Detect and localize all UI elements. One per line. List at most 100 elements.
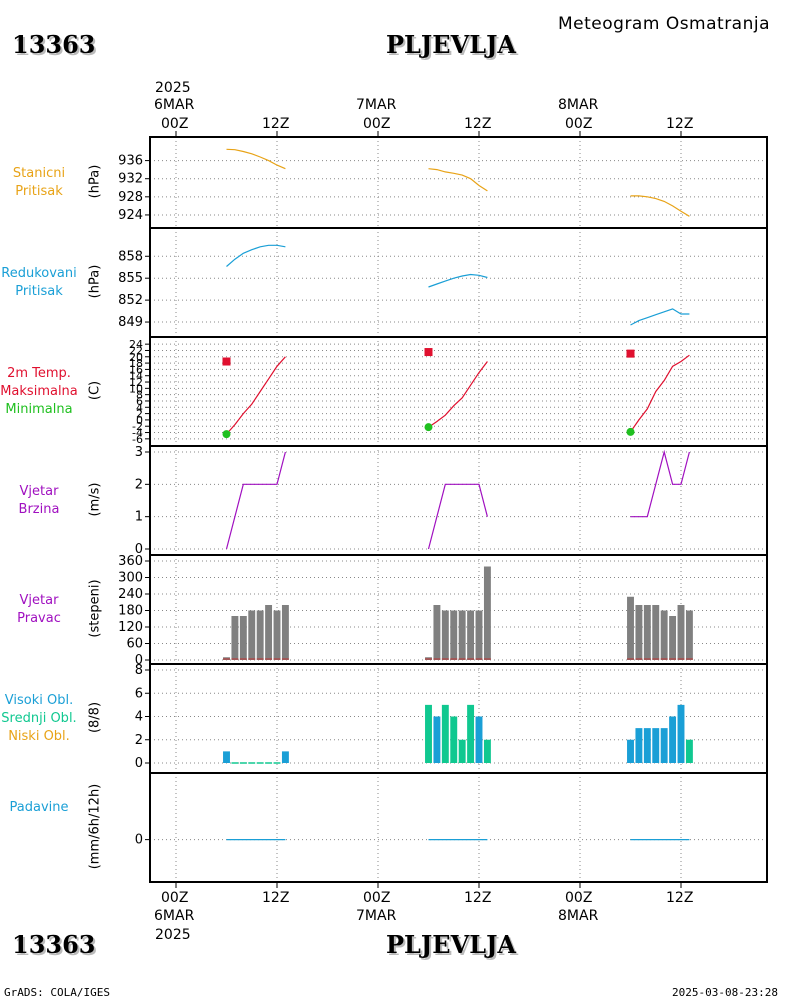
axis-year-bottom: 2025 — [155, 927, 191, 943]
bar — [248, 610, 256, 660]
y-tick-label: 3 — [135, 445, 143, 460]
panel-label-line: Pritisak — [15, 283, 63, 299]
bar — [450, 610, 458, 660]
axis-year-top: 2025 — [155, 80, 191, 96]
bar — [273, 610, 281, 660]
bar — [643, 605, 651, 660]
timestamp: 2025-03-08-23:28 — [672, 986, 778, 999]
y-tick-label: 16 — [129, 363, 143, 376]
bar — [627, 596, 634, 660]
bar — [441, 610, 449, 660]
series-line — [630, 354, 690, 433]
panel-frame — [149, 772, 768, 883]
bar — [467, 610, 475, 660]
y-tick-label: 2 — [135, 477, 143, 492]
bar — [433, 716, 441, 763]
bar — [660, 728, 668, 763]
y-tick-label: 924 — [118, 208, 143, 223]
y-tick-label: 4 — [135, 710, 143, 725]
axis-day-top: 7MAR — [356, 97, 397, 113]
panel-label-line: Visoki Obl. — [4, 692, 74, 708]
station-name-top: PLJEVLJA — [386, 30, 517, 59]
panel-label-line: Srednji Obl. — [1, 710, 77, 726]
bar — [635, 728, 643, 763]
panel-label-line: Vjetar — [19, 592, 59, 608]
y-tick-label: 2 — [135, 733, 143, 748]
bar — [677, 704, 685, 763]
y-tick-label: 928 — [118, 190, 143, 205]
bar — [677, 605, 685, 660]
axis-hour-bottom: 00Z — [565, 890, 592, 906]
y-tick-label: 932 — [118, 172, 143, 187]
panel-frame — [149, 136, 768, 229]
panel-label-line: Pravac — [17, 610, 61, 626]
y-tick-label: 0 — [136, 414, 143, 427]
y-tick-label: 2 — [136, 408, 143, 421]
bar — [256, 610, 264, 660]
panel-frame — [149, 227, 768, 338]
panel-label: Visoki Obl. Srednji Obl. Niski Obl. — [0, 692, 78, 746]
bar — [660, 610, 668, 660]
panel-label: Vjetar Brzina — [0, 483, 78, 519]
y-tick-label: 8 — [136, 389, 143, 402]
panel-frame — [149, 445, 768, 556]
series-line — [226, 356, 286, 435]
y-tick-label: 4 — [136, 401, 143, 414]
credits: GrADS: COLA/IGES — [4, 986, 110, 999]
y-tick-label: 1 — [135, 510, 143, 525]
panel-label-line: Maksimalna — [0, 383, 78, 399]
panel-label-line: Pritisak — [15, 183, 63, 199]
y-tick-label: 120 — [118, 620, 143, 635]
station-name-bottom: PLJEVLJA — [386, 930, 517, 959]
bar — [450, 716, 458, 763]
series-line — [428, 168, 488, 192]
tmin-marker — [424, 423, 433, 432]
bar — [685, 610, 693, 660]
y-tick-label: 0 — [135, 653, 143, 668]
bar — [483, 566, 491, 660]
panel-label: Padavine — [0, 799, 78, 817]
bar — [652, 605, 660, 660]
axis-day-bottom: 7MAR — [356, 908, 397, 924]
panel-label-line: Redukovani — [1, 265, 77, 281]
panel-label: Stanicni Pritisak — [0, 165, 78, 201]
panel-label: Vjetar Pravac — [0, 592, 78, 628]
bar — [627, 739, 634, 763]
y-tick-label: 60 — [126, 637, 143, 652]
y-tick-label: 12 — [129, 376, 143, 389]
bar — [441, 704, 449, 763]
panel-label-line: Minimalna — [5, 401, 73, 417]
panel-label-line: Brzina — [18, 501, 60, 517]
y-tick-label: -4 — [132, 427, 143, 440]
y-tick-label: 852 — [118, 293, 143, 308]
bar — [685, 739, 693, 763]
bar — [669, 616, 677, 660]
station-id-top: 13363 — [12, 30, 96, 59]
bar — [281, 751, 289, 763]
meteogram-title: Meteogram Osmatranja — [558, 14, 771, 34]
y-tick-label: 936 — [118, 154, 143, 169]
axis-day-top: 8MAR — [558, 97, 599, 113]
series-line — [630, 195, 690, 217]
bar — [635, 605, 643, 660]
series-line — [226, 148, 286, 170]
tmax-marker — [222, 357, 231, 366]
panel-label-line: 2m Temp. — [7, 365, 71, 381]
y-tick-label: 180 — [118, 604, 143, 619]
y-tick-label: 18 — [129, 357, 143, 370]
y-tick-label: 6 — [136, 395, 143, 408]
series-line — [630, 308, 690, 326]
series-line — [428, 361, 488, 428]
tmax-marker — [626, 349, 635, 358]
panel-label: Redukovani Pritisak — [0, 265, 78, 301]
tmin-marker — [222, 430, 231, 439]
y-tick-label: 0 — [135, 542, 143, 557]
y-tick-label: 0 — [135, 833, 143, 848]
bar — [231, 616, 239, 660]
panel-label-line: Niski Obl. — [8, 728, 70, 744]
station-id-bottom: 13363 — [12, 930, 96, 959]
y-tick-label: 22 — [129, 344, 143, 357]
bar — [265, 605, 273, 660]
